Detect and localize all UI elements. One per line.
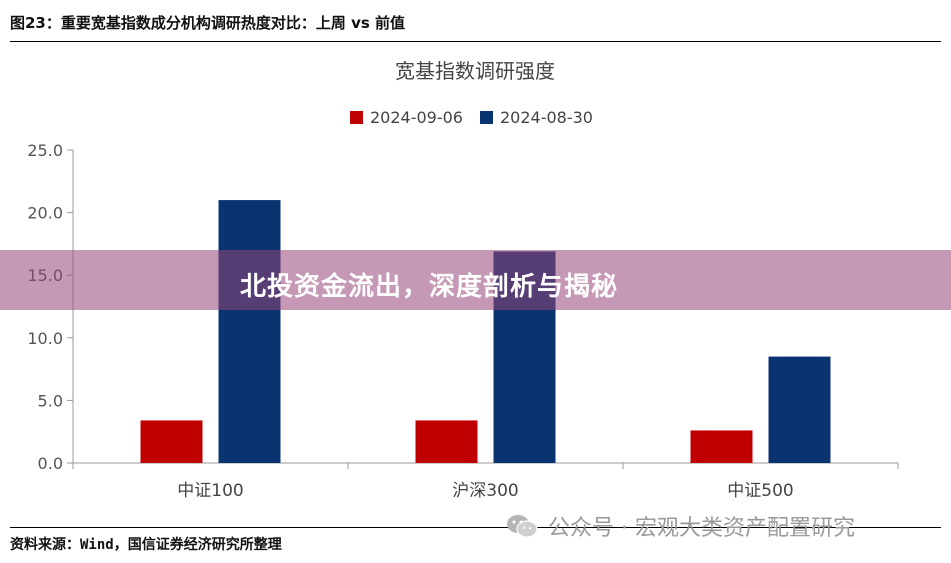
y-tick-label-0: 0.0 bbox=[38, 454, 63, 473]
banner-title: 北投资金流出，深度剖析与揭秘 bbox=[240, 272, 619, 302]
bar-2024-08-30-中证500 bbox=[768, 356, 831, 463]
legend-swatch-0 bbox=[350, 111, 363, 124]
source-note: 资料来源：Wind，国信证券经济研究所整理 bbox=[10, 537, 282, 553]
y-tick-label-5: 25.0 bbox=[27, 141, 63, 160]
bar-2024-09-06-中证500 bbox=[690, 430, 753, 463]
bars bbox=[140, 200, 831, 463]
legend-label-0: 2024-09-06 bbox=[370, 108, 463, 127]
top-rule bbox=[10, 41, 941, 42]
figure-caption: 图23：重要宽基指数成分机构调研热度对比：上周 vs 前值 bbox=[10, 14, 406, 32]
legend: 2024-09-06 2024-08-30 bbox=[350, 108, 593, 127]
bar-2024-08-30-中证100 bbox=[218, 200, 281, 463]
watermark: 公众号 · 宏观大类资产配置研究 bbox=[506, 510, 855, 542]
x-tick-label-2: 中证500 bbox=[727, 481, 793, 501]
legend-swatch-1 bbox=[480, 111, 493, 124]
y-tick-label-2: 10.0 bbox=[27, 329, 63, 348]
legend-label-1: 2024-08-30 bbox=[500, 108, 593, 127]
x-axis: 中证100 沪深300 中证500 bbox=[72, 462, 899, 501]
wechat-icon bbox=[507, 515, 538, 538]
bar-2024-09-06-沪深300 bbox=[415, 420, 478, 463]
y-tick-label-1: 5.0 bbox=[38, 391, 63, 410]
overlay-banner bbox=[0, 250, 951, 310]
bottom-rule bbox=[10, 527, 941, 528]
x-tick-label-0: 中证100 bbox=[177, 481, 243, 501]
chart-title: 宽基指数调研强度 bbox=[395, 59, 555, 83]
watermark-text: 公众号 · 宏观大类资产配置研究 bbox=[548, 516, 855, 541]
bar-2024-09-06-中证100 bbox=[140, 420, 203, 463]
x-tick-label-1: 沪深300 bbox=[452, 481, 518, 501]
y-tick-label-4: 20.0 bbox=[27, 204, 63, 223]
